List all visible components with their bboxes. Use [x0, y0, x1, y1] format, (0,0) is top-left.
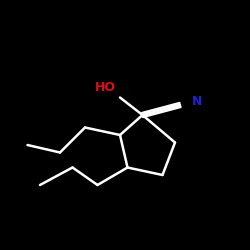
Text: HO: HO [94, 81, 116, 94]
Text: N: N [192, 95, 203, 108]
